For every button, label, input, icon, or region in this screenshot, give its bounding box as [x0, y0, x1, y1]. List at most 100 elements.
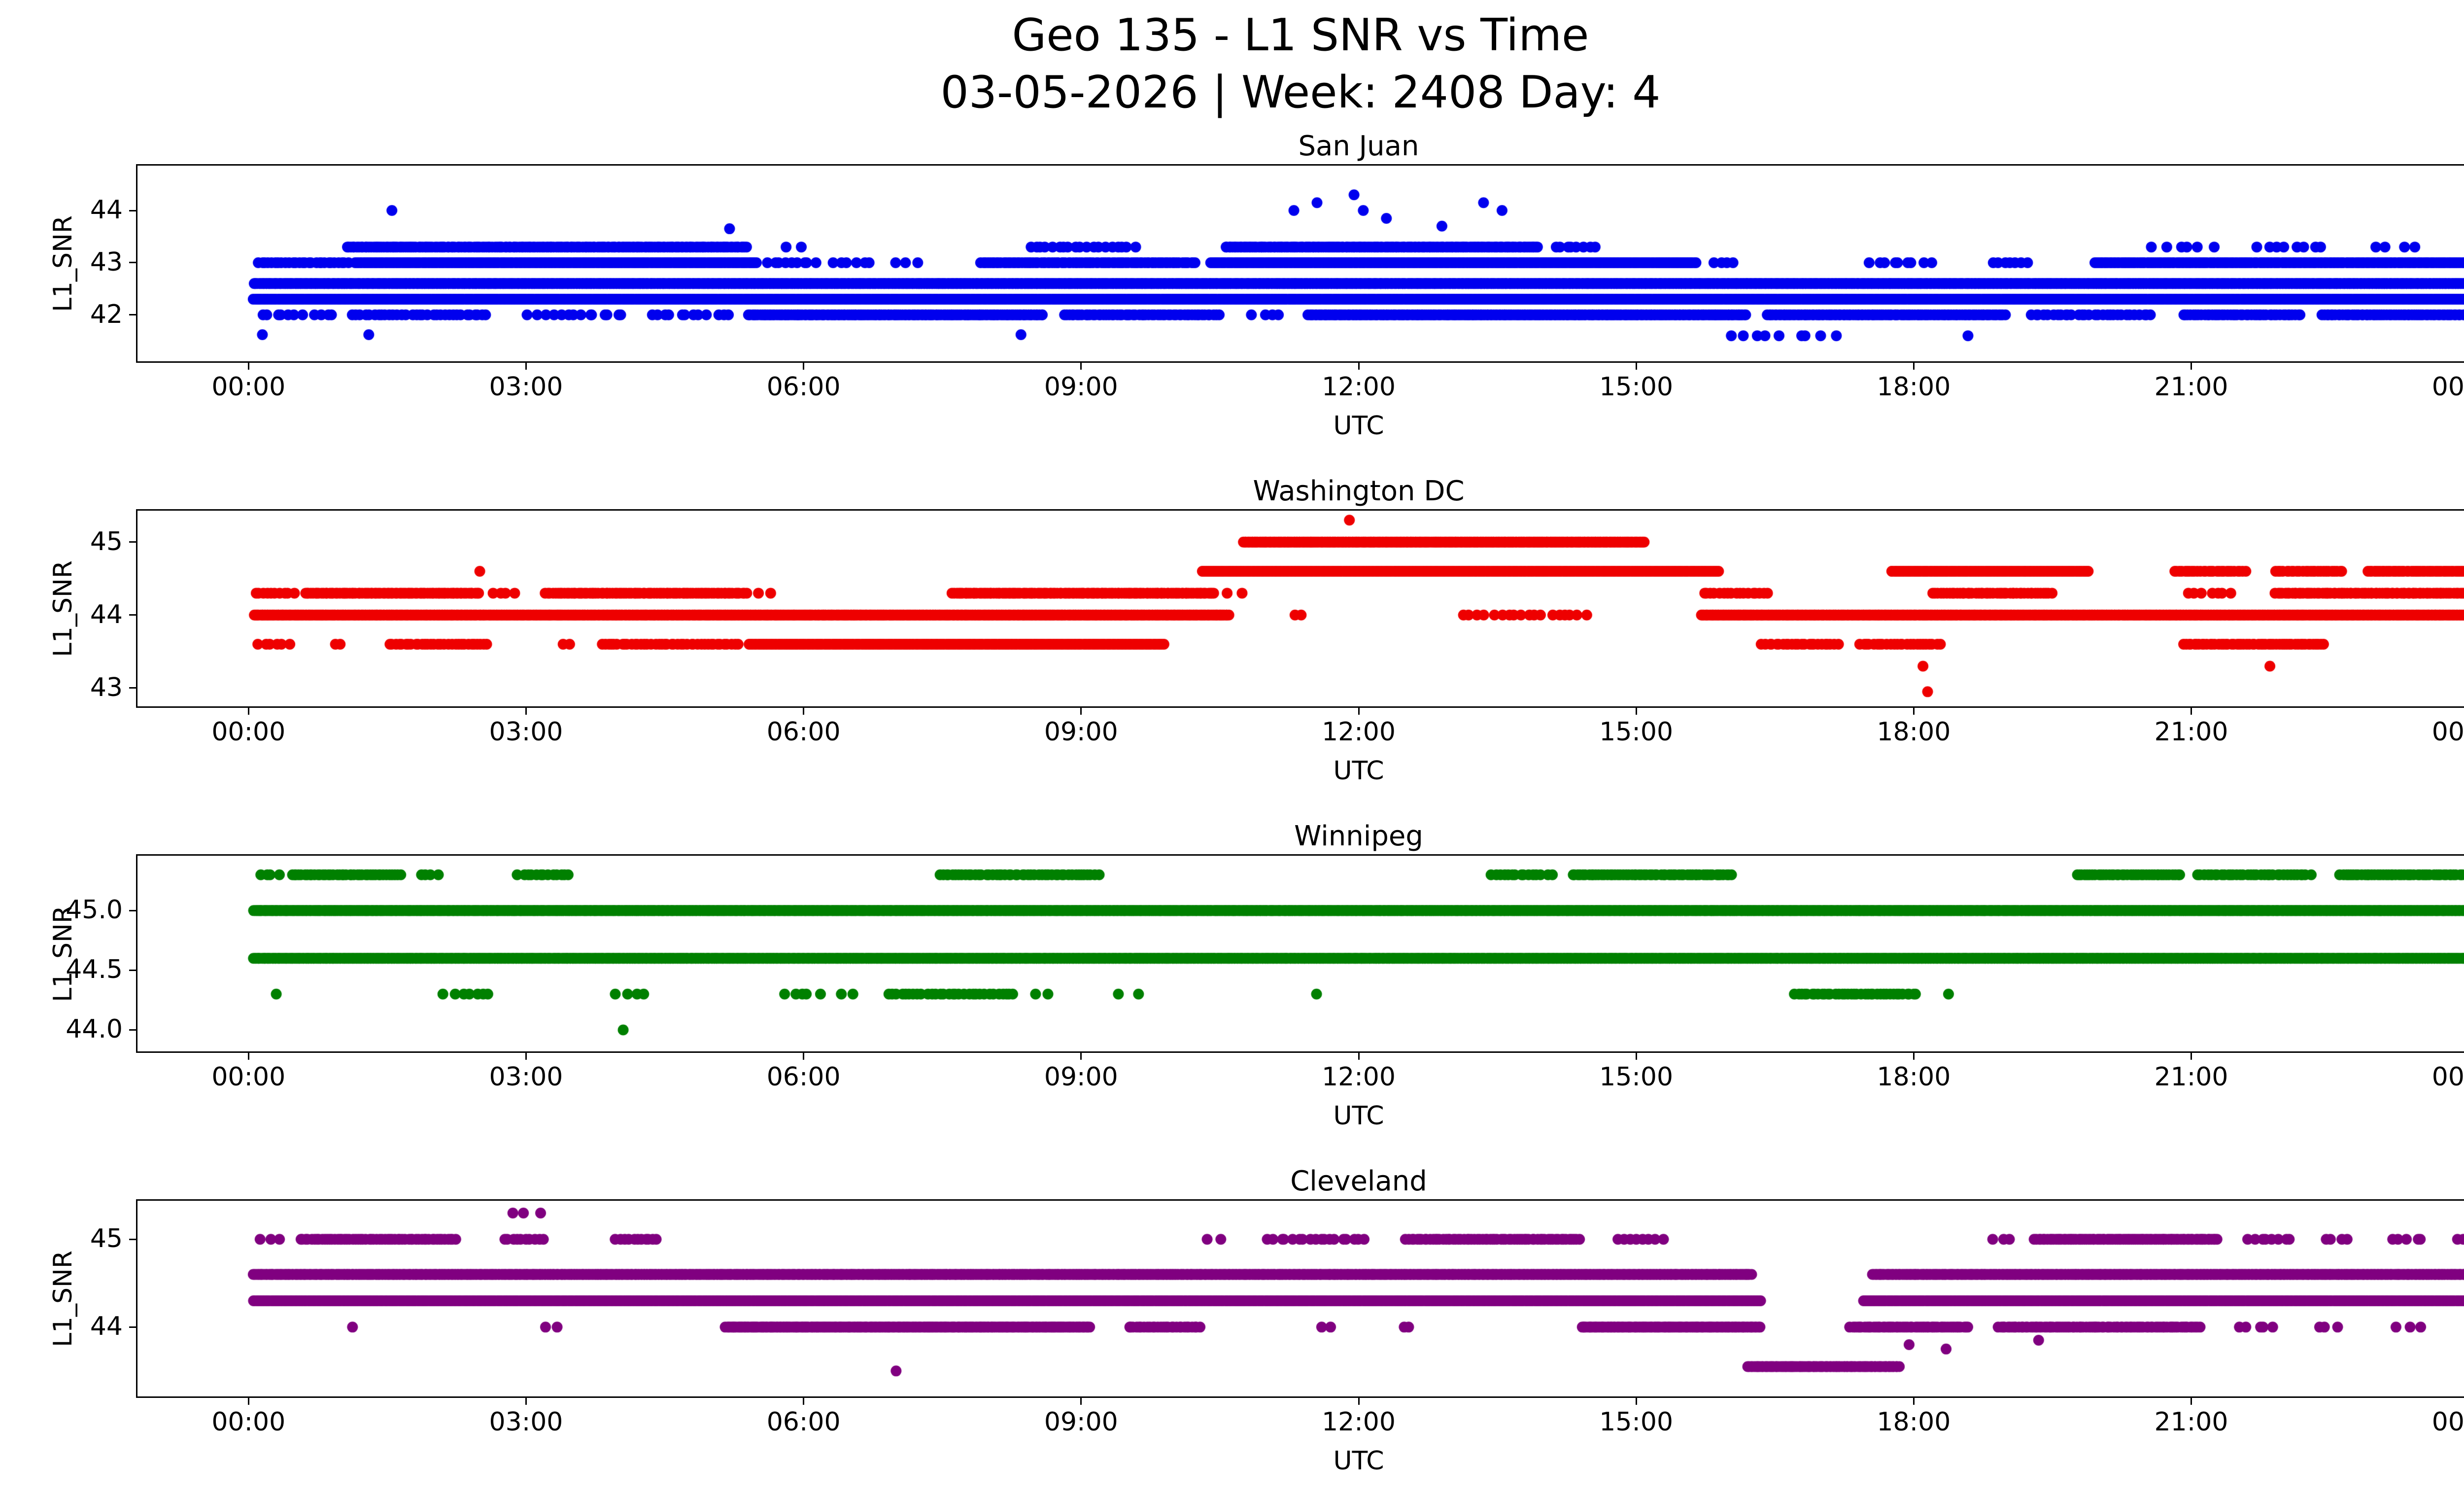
x-tickmark-washington-dc — [1358, 708, 1360, 715]
x-tickmark-winnipeg — [1358, 1053, 1360, 1060]
y-tick-label-san-juan: 42 — [90, 299, 123, 329]
x-tickmark-cleveland — [525, 1398, 527, 1405]
x-axis-label-san-juan: UTC — [1333, 411, 1384, 441]
y-tickmark-cleveland — [129, 1326, 136, 1328]
y-tick-label-winnipeg: 44.5 — [66, 955, 123, 985]
x-tick-label-san-juan: 21:00 — [2154, 372, 2228, 402]
x-tickmark-washington-dc — [1913, 708, 1915, 715]
x-tickmark-san-juan — [1635, 363, 1637, 370]
x-tick-label-san-juan: 15:00 — [1599, 372, 1674, 402]
x-tick-label-winnipeg: 09:00 — [1044, 1062, 1118, 1092]
x-tickmark-cleveland — [1913, 1398, 1915, 1405]
x-tick-label-cleveland: 09:00 — [1044, 1407, 1118, 1437]
x-tickmark-winnipeg — [1635, 1053, 1637, 1060]
x-tick-label-san-juan: 18:00 — [1877, 372, 1951, 402]
y-tickmark-san-juan — [129, 262, 136, 264]
x-tickmark-san-juan — [1358, 363, 1360, 370]
subplot-title-washington-dc: Washington DC — [1253, 475, 1465, 507]
y-tick-label-cleveland: 45 — [90, 1224, 123, 1254]
x-axis-label-cleveland: UTC — [1333, 1446, 1384, 1476]
x-tick-label-cleveland: 15:00 — [1599, 1407, 1674, 1437]
x-tickmark-san-juan — [525, 363, 527, 370]
x-tickmark-san-juan — [247, 363, 249, 370]
x-tick-label-san-juan: 03:00 — [489, 372, 563, 402]
x-tick-label-washington-dc: 18:00 — [1877, 717, 1951, 747]
y-tick-label-washington-dc: 45 — [90, 526, 123, 556]
x-tick-label-winnipeg: 12:00 — [1322, 1062, 1396, 1092]
x-tick-label-washington-dc: 15:00 — [1599, 717, 1674, 747]
x-tick-label-washington-dc: 03:00 — [489, 717, 563, 747]
scatter-canvas-cleveland — [137, 1201, 2464, 1396]
x-tick-label-washington-dc: 06:00 — [766, 717, 841, 747]
y-tickmark-washington-dc — [129, 614, 136, 616]
x-tick-label-cleveland: 21:00 — [2154, 1407, 2228, 1437]
x-tick-label-winnipeg: 00:00 — [2431, 1062, 2464, 1092]
x-tickmark-washington-dc — [2190, 708, 2192, 715]
y-tickmark-washington-dc — [129, 541, 136, 543]
x-tickmark-washington-dc — [525, 708, 527, 715]
x-tick-label-cleveland: 06:00 — [766, 1407, 841, 1437]
x-tickmark-cleveland — [1635, 1398, 1637, 1405]
x-tickmark-winnipeg — [247, 1053, 249, 1060]
x-axis-label-winnipeg: UTC — [1333, 1101, 1384, 1131]
subplot-title-san-juan: San Juan — [1298, 130, 1419, 162]
x-tick-label-cleveland: 18:00 — [1877, 1407, 1951, 1437]
y-tickmark-cleveland — [129, 1238, 136, 1240]
x-tickmark-winnipeg — [2190, 1053, 2192, 1060]
x-tick-label-cleveland: 00:00 — [211, 1407, 286, 1437]
x-tickmark-san-juan — [1913, 363, 1915, 370]
y-tickmark-winnipeg — [129, 909, 136, 911]
x-tickmark-cleveland — [2190, 1398, 2192, 1405]
x-tick-label-san-juan: 06:00 — [766, 372, 841, 402]
x-tickmark-washington-dc — [247, 708, 249, 715]
x-tick-label-winnipeg: 00:00 — [211, 1062, 286, 1092]
x-tickmark-washington-dc — [1080, 708, 1082, 715]
scatter-canvas-san-juan — [137, 166, 2464, 361]
y-tick-label-san-juan: 44 — [90, 195, 123, 225]
x-tickmark-winnipeg — [1080, 1053, 1082, 1060]
x-tickmark-cleveland — [1080, 1398, 1082, 1405]
x-tick-label-cleveland: 12:00 — [1322, 1407, 1396, 1437]
x-tick-label-winnipeg: 15:00 — [1599, 1062, 1674, 1092]
y-tick-label-washington-dc: 44 — [90, 599, 123, 629]
x-tick-label-san-juan: 00:00 — [211, 372, 286, 402]
y-tick-label-winnipeg: 44.0 — [66, 1014, 123, 1044]
x-tickmark-washington-dc — [803, 708, 805, 715]
x-tick-label-washington-dc: 00:00 — [2431, 717, 2464, 747]
x-tick-label-winnipeg: 06:00 — [766, 1062, 841, 1092]
y-tick-label-cleveland: 44 — [90, 1312, 123, 1342]
x-tick-label-washington-dc: 00:00 — [211, 717, 286, 747]
x-axis-label-washington-dc: UTC — [1333, 756, 1384, 786]
y-tick-label-san-juan: 43 — [90, 247, 123, 277]
x-tickmark-winnipeg — [803, 1053, 805, 1060]
y-tickmark-san-juan — [129, 314, 136, 316]
x-tick-label-san-juan: 12:00 — [1322, 372, 1396, 402]
x-tickmark-san-juan — [803, 363, 805, 370]
figure-title: Geo 135 - L1 SNR vs Time 03-05-2026 | We… — [0, 7, 2464, 121]
figure-title-line1: Geo 135 - L1 SNR vs Time — [1012, 9, 1589, 61]
y-tickmark-winnipeg — [129, 969, 136, 971]
x-tick-label-cleveland: 00:00 — [2431, 1407, 2464, 1437]
y-tickmark-winnipeg — [129, 1029, 136, 1031]
y-tick-label-washington-dc: 43 — [90, 672, 123, 702]
x-tickmark-cleveland — [247, 1398, 249, 1405]
x-tick-label-winnipeg: 03:00 — [489, 1062, 563, 1092]
subplot-title-winnipeg: Winnipeg — [1294, 820, 1423, 852]
x-tick-label-winnipeg: 21:00 — [2154, 1062, 2228, 1092]
y-tickmark-san-juan — [129, 209, 136, 211]
x-tickmark-winnipeg — [1913, 1053, 1915, 1060]
x-tickmark-washington-dc — [1635, 708, 1637, 715]
x-tick-label-washington-dc: 21:00 — [2154, 717, 2228, 747]
x-tickmark-san-juan — [1080, 363, 1082, 370]
x-tick-label-winnipeg: 18:00 — [1877, 1062, 1951, 1092]
x-tickmark-cleveland — [1358, 1398, 1360, 1405]
x-tickmark-san-juan — [2190, 363, 2192, 370]
x-tickmark-cleveland — [803, 1398, 805, 1405]
x-tick-label-washington-dc: 09:00 — [1044, 717, 1118, 747]
scatter-canvas-winnipeg — [137, 856, 2464, 1051]
x-tick-label-cleveland: 03:00 — [489, 1407, 563, 1437]
figure-title-line2: 03-05-2026 | Week: 2408 Day: 4 — [940, 67, 1661, 118]
x-tickmark-winnipeg — [525, 1053, 527, 1060]
x-tick-label-san-juan: 09:00 — [1044, 372, 1118, 402]
